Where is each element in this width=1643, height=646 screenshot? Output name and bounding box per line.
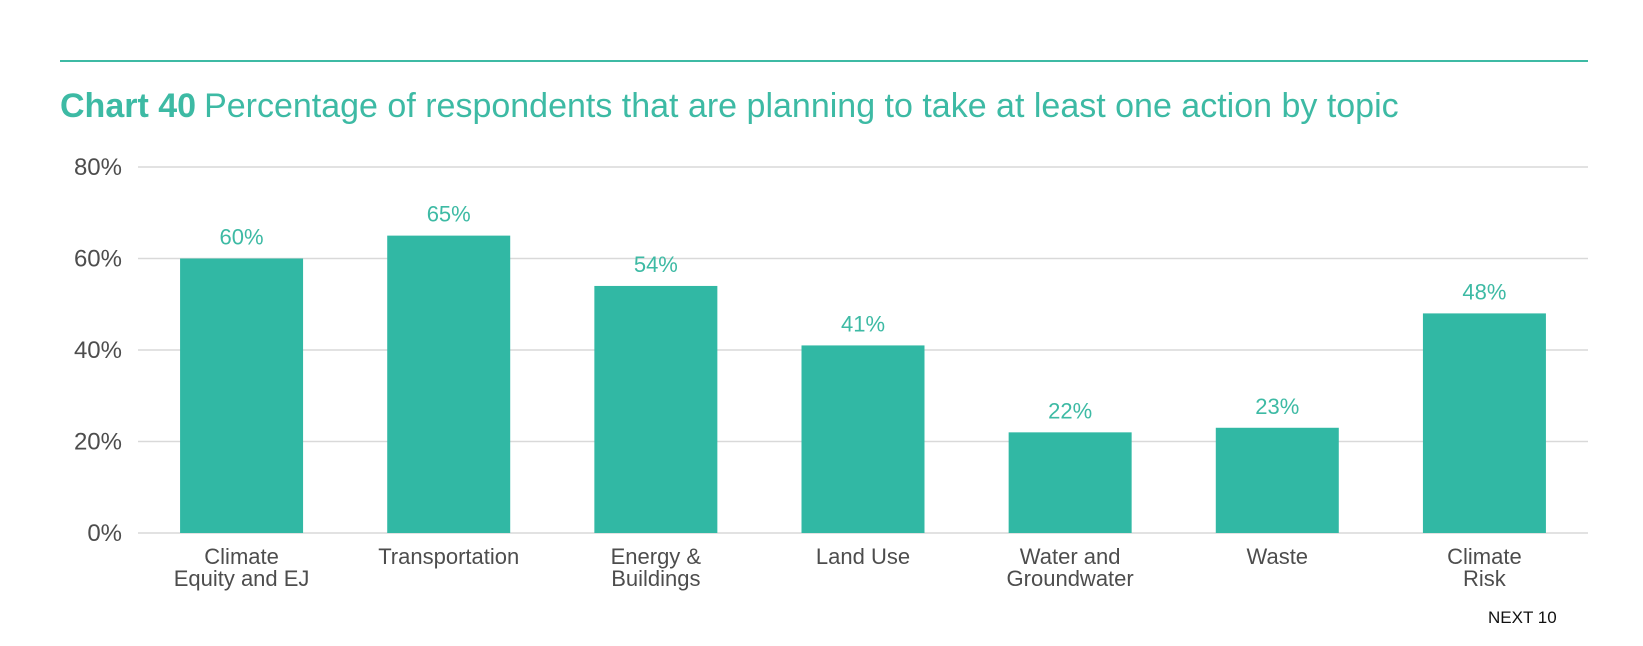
- data-label-4: 22%: [1048, 398, 1092, 423]
- bar-3: [801, 345, 925, 533]
- chart-number: Chart 40: [60, 87, 197, 125]
- y-axis-tick-labels: 0% 20% 40% 60% 80%: [74, 154, 122, 547]
- chart-title-text: Percentage of respondents that are plann…: [204, 87, 1399, 125]
- y-tick-label: 20%: [74, 429, 122, 456]
- category-label-2-0: Energy &: [611, 544, 702, 569]
- data-label-2: 54%: [634, 252, 678, 277]
- category-label-0-0: Climate: [204, 544, 279, 569]
- category-label-2-1: Buildings: [611, 566, 700, 591]
- y-tick-label: 40%: [74, 337, 122, 364]
- category-label-4-0: Water and: [1020, 544, 1121, 569]
- source-label: NEXT 10: [1488, 608, 1557, 627]
- bar-6: [1422, 313, 1546, 533]
- data-label-6: 48%: [1462, 279, 1506, 304]
- category-label-0-1: Equity and EJ: [174, 566, 310, 591]
- bar-4: [1008, 432, 1132, 533]
- data-label-0: 60%: [220, 225, 264, 250]
- data-label-3: 41%: [841, 311, 885, 336]
- y-tick-label: 60%: [74, 246, 122, 273]
- y-tick-label: 80%: [74, 154, 122, 181]
- bar-2: [594, 285, 718, 533]
- top-rule: [60, 60, 1588, 62]
- category-label-3-0: Land Use: [816, 544, 910, 569]
- category-label-6-0: Climate: [1447, 544, 1522, 569]
- category-label-6-1: Risk: [1463, 566, 1507, 591]
- bar-5: [1215, 427, 1339, 533]
- chart-title: Chart 40 Percentage of respondents that a…: [60, 86, 1399, 126]
- category-label-5-0: Waste: [1247, 544, 1309, 569]
- data-labels: 60% 65% 54% 41% 22% 23% 48%: [220, 202, 1507, 424]
- y-tick-label: 0%: [87, 520, 122, 547]
- bar-0: [180, 258, 304, 533]
- category-label-1-0: Transportation: [378, 544, 519, 569]
- category-label-4-1: Groundwater: [1007, 566, 1134, 591]
- bars: [180, 235, 1546, 533]
- bar-1: [387, 235, 511, 533]
- data-label-1: 65%: [427, 202, 471, 227]
- data-label-5: 23%: [1255, 394, 1299, 419]
